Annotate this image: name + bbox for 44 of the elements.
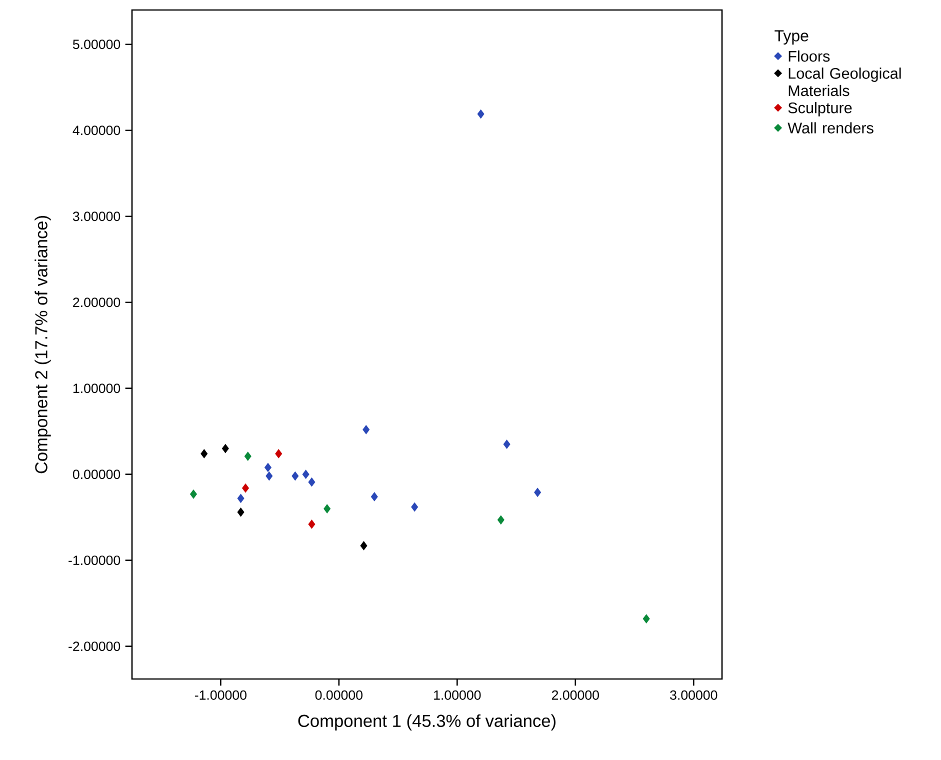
y-tick-label: 4.00000 (72, 126, 120, 136)
point (308, 520, 316, 529)
legend-label: Sculpture (788, 102, 852, 116)
point (411, 502, 418, 512)
point (360, 541, 368, 550)
point (370, 492, 378, 502)
point (503, 440, 510, 449)
point (292, 472, 299, 481)
y-axis-title: Component 2 (17.7% of variance) (34, 216, 51, 474)
point (237, 508, 244, 517)
point (190, 490, 197, 499)
x-tick-label: -1.00000 (194, 690, 246, 700)
point (302, 470, 310, 479)
x-tick-label: 3.00000 (670, 690, 718, 700)
point (497, 515, 504, 524)
y-tick-label: 0.00000 (72, 470, 120, 480)
x-axis-title: Component 1 (45.3% of variance) (298, 714, 556, 730)
point (242, 484, 249, 493)
point (534, 488, 542, 497)
legend-label: Wall renders (788, 122, 874, 134)
legend-label: Floors (788, 50, 830, 62)
y-tick-label: -2.00000 (68, 642, 120, 652)
point (264, 462, 272, 472)
point (324, 504, 331, 514)
point (266, 472, 273, 481)
y-tick-label: -1.00000 (68, 556, 120, 566)
legend-title: Type (774, 30, 808, 45)
point (200, 449, 208, 458)
point (362, 425, 370, 434)
x-tick-label: 2.00000 (552, 690, 599, 700)
point (222, 444, 229, 454)
point (244, 452, 252, 461)
x-tick-label: 1.00000 (434, 690, 481, 700)
y-tick-label: 1.00000 (73, 384, 120, 394)
y-tick-label: 5.00000 (72, 40, 120, 50)
x-tick-label: 0.00000 (315, 690, 362, 700)
legend-label: Local Geological Materials (788, 68, 901, 96)
point (237, 494, 244, 503)
point (275, 449, 282, 458)
point (308, 478, 316, 487)
point (642, 614, 650, 624)
point (477, 110, 484, 119)
y-tick-label: 3.00000 (72, 212, 120, 222)
y-tick-label: 2.00000 (73, 298, 120, 308)
